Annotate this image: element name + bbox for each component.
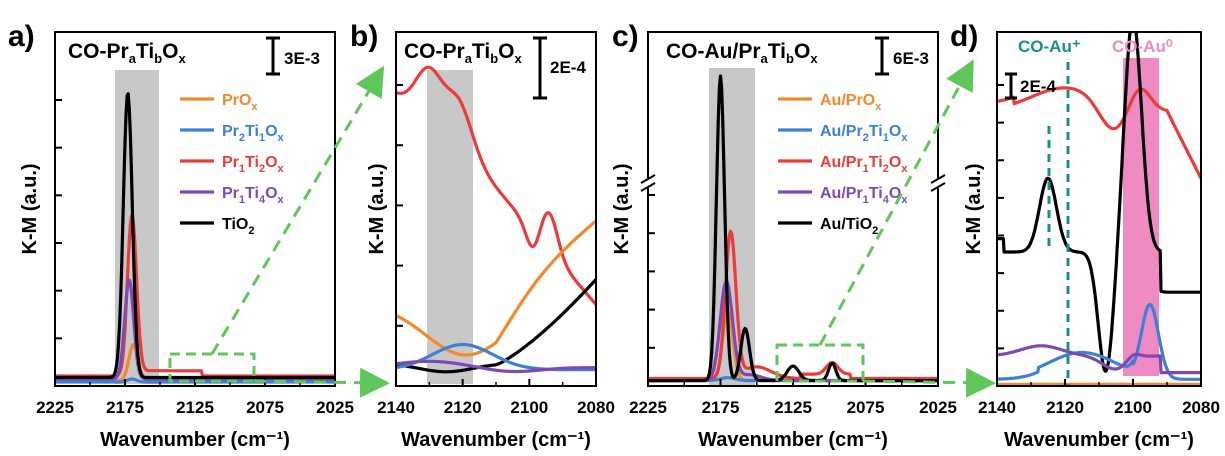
panel-a-x-tick-label: 2125: [176, 398, 214, 417]
panel-b-series-black: [396, 278, 596, 374]
zoom-arrow-a-down: [253, 367, 390, 398]
panel-a-scale-label: 3E-3: [284, 49, 320, 68]
panel-d-x-tick-label: 2100: [1114, 398, 1152, 417]
panel-c-legend-label: Au/TiO2: [820, 216, 878, 237]
panel-d-letter: d): [950, 20, 978, 53]
panel-c-y-label: K-M (a.u.): [611, 163, 633, 254]
panel-c-x-ticks: 2225 2175 2125 2075 2025: [629, 379, 957, 417]
panel-a-frame: [54, 31, 336, 387]
panel-d-x-tick-label: 2140: [978, 398, 1016, 417]
panel-a-series-black: [55, 92, 335, 380]
panel-a-series-purple: [55, 278, 335, 381]
panel-c-y-ticks: [648, 194, 655, 387]
panel-d-series-purple: [997, 344, 1201, 375]
panel-c-x-tick-label: 2225: [629, 398, 667, 417]
panel-a-y-ticks: [55, 99, 62, 387]
panel-d-x-ticks: 2140 2120 2100 2080: [978, 379, 1220, 417]
panel-a-legend-label: PrOx: [222, 92, 258, 113]
panel-c-scale-label: 6E-3: [893, 49, 929, 68]
panel-c-zoom-box: [775, 343, 865, 383]
panel-c-x-tick-label: 2075: [847, 398, 885, 417]
panel-a-letter: a): [8, 20, 35, 53]
panel-b-letter: b): [350, 20, 378, 53]
panel-b-y-label: K-M (a.u.): [366, 163, 388, 254]
panel-a-legend-label: Pr2Ti1Ox: [222, 123, 285, 144]
panel-b-series-purple: [396, 359, 596, 374]
panel-b-x-ticks: 2140 2120 2100 2080: [377, 379, 615, 417]
panel-c: 2225 2175 2125 2075 2025 c) CO-Au/PraTibOx 6…: [611, 20, 957, 451]
panel-a: 2225 2175 2125 2075 2025 a) CO-PraTibOx 3E-3…: [8, 20, 354, 451]
panel-b-gray-band: [427, 70, 473, 384]
panel-b-frame: [395, 31, 597, 387]
panel-c-x-tick-label: 2125: [774, 398, 812, 417]
panel-c-frame: [647, 31, 939, 387]
panel-b-scale-label: 2E-4: [550, 58, 586, 77]
zoom-arrow-a-up: [210, 65, 385, 355]
panel-d-annotation-au-plus: CO-Au⁺: [1018, 37, 1081, 56]
panel-d-y-label: K-M (a.u.): [963, 163, 985, 254]
zoom-arrow-c-up: [818, 59, 974, 346]
panel-c-title: CO-Au/PraTibOx: [666, 40, 818, 66]
panel-c-legend-label: Au/PrOx: [820, 92, 882, 113]
zoom-arrow-c-down: [862, 367, 996, 398]
panel-a-series-red: [55, 214, 335, 378]
panel-b-y-ticks: [396, 84, 403, 387]
panel-c-x-label: Wavenumber (cm⁻¹): [698, 429, 888, 451]
panel-c-series: [648, 74, 938, 383]
panel-c-axis-break-right: [930, 174, 946, 192]
panel-a-x-tick-label: 2225: [36, 398, 74, 417]
panel-c-legend-label: Au/Pr2Ti1Ox: [820, 123, 908, 144]
panel-b-series: [396, 65, 596, 374]
panel-c-legend: Au/PrOxAu/Pr2Ti1OxAu/Pr1Ti2OxAu/Pr1Ti4Ox…: [778, 92, 908, 237]
panel-d-series-blue: [997, 302, 1201, 381]
panel-b-series-red: [396, 65, 596, 306]
panel-c-series-black: [648, 74, 938, 383]
panel-a-x-tick-label: 2025: [316, 398, 354, 417]
panel-d-series: [997, 32, 1201, 386]
panel-b-x-tick-label: 2140: [377, 398, 415, 417]
panel-a-legend-label: TiO2: [222, 216, 255, 237]
panel-a-legend-label: Pr1Ti2Ox: [222, 154, 285, 175]
panel-a-x-label: Wavenumber (cm⁻¹): [100, 429, 290, 451]
panel-c-x-tick-label: 2025: [919, 398, 957, 417]
panel-d-annotation-au-zero: CO-Au⁰: [1112, 37, 1173, 56]
panel-b: 2140 2120 2100 2080 b) CO-PraTibOx 2E-4 Wav…: [350, 20, 615, 451]
panel-d-x-label: Wavenumber (cm⁻¹): [1004, 429, 1194, 451]
panel-c-series-red: [648, 229, 938, 381]
panel-a-x-ticks: 2225 2175 2125 2075 2025: [36, 379, 354, 417]
panel-a-y-label: K-M (a.u.): [19, 163, 41, 254]
panel-c-letter: c): [612, 20, 639, 53]
panel-d-x-tick-label: 2080: [1182, 398, 1220, 417]
panel-b-title: CO-PraTibOx: [404, 40, 523, 66]
zoom-arrows: [210, 59, 996, 398]
panel-a-x-tick-label: 2175: [106, 398, 144, 417]
panel-b-x-tick-label: 2080: [577, 398, 615, 417]
panel-c-x-tick-label: 2175: [702, 398, 740, 417]
panel-d-y-ticks: [997, 84, 1004, 387]
panel-b-x-label: Wavenumber (cm⁻¹): [401, 429, 591, 451]
panel-d-series-red: [997, 86, 1201, 180]
panel-c-legend-label: Au/Pr1Ti2Ox: [820, 154, 908, 175]
panel-b-x-tick-label: 2120: [444, 398, 482, 417]
panel-d-scale-label: 2E-4: [1020, 77, 1056, 96]
panel-d-x-tick-label: 2120: [1046, 398, 1084, 417]
panel-d: 2140 2120 2100 2080 d) CO-Au⁺ CO-Au⁰ 2E-4 W…: [950, 20, 1220, 451]
panel-d-series-black: [997, 32, 1201, 373]
panel-a-legend-label: Pr1Ti4Ox: [222, 185, 285, 206]
panel-a-title: CO-PraTibOx: [68, 40, 187, 66]
panel-a-series: [55, 92, 335, 384]
panel-b-x-tick-label: 2100: [510, 398, 548, 417]
panel-b-series-orange: [396, 219, 596, 357]
panel-a-x-tick-label: 2075: [246, 398, 284, 417]
panel-a-legend: PrOx Pr2Ti1Ox Pr1Ti2Ox Pr1Ti4Ox TiO2: [180, 92, 285, 237]
panel-c-axis-break-left: [640, 174, 656, 192]
